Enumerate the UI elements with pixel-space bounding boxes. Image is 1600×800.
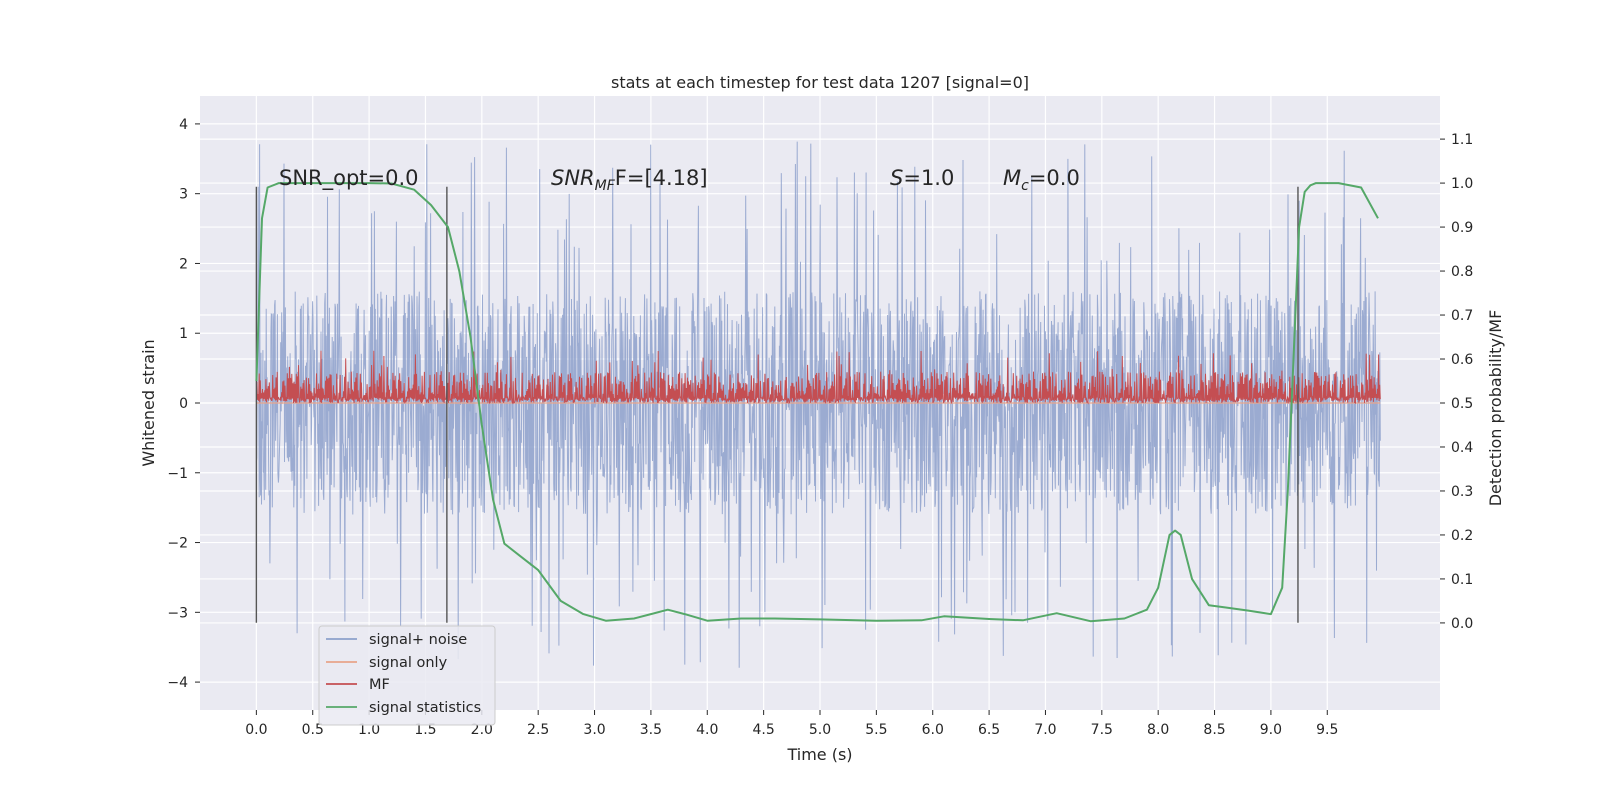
legend-label-statistics: signal statistics: [369, 700, 481, 716]
y-right-tick-label: 1.1: [1451, 132, 1473, 148]
snr-mf-tail: F=[4.18]: [615, 166, 708, 190]
signal-statistics-series: [255, 182, 1379, 623]
x-tick-label: 8.0: [1147, 722, 1169, 738]
x-tick-label: 2.5: [527, 722, 549, 738]
snr-mf-annotation: SNRMFF=[4.18]: [551, 166, 708, 194]
legend-label-noise: signal+ noise: [369, 632, 467, 648]
legend: signal+ noise signal only MF signal stat…: [318, 625, 496, 726]
y-right-tick-label: 0.0: [1451, 616, 1473, 632]
x-tick-label: 6.5: [978, 722, 1000, 738]
mc-subscript: c: [1021, 178, 1029, 194]
y-left-axis-label: Whitened strain: [139, 339, 158, 466]
legend-box: [318, 625, 496, 726]
x-tick-label: 4.5: [753, 722, 775, 738]
y-right-axis-label: Detection probability/MF: [1486, 310, 1505, 507]
y-left-tick-labels: 4 3 2 1 0 −1 −2 −3 −4: [167, 117, 200, 691]
snr-mf-base: SNR: [551, 166, 595, 190]
mf-line: [255, 350, 1381, 405]
x-tick-label: 3.5: [640, 722, 662, 738]
s-value: =1.0: [903, 166, 954, 190]
x-tick-label: 3.0: [583, 722, 605, 738]
x-tick-label: 7.0: [1034, 722, 1056, 738]
y-right-tick-label: 0.7: [1451, 308, 1473, 324]
x-tick-label: 6.0: [922, 722, 944, 738]
legend-label-signal: signal only: [369, 655, 448, 671]
x-tick-label: 7.5: [1091, 722, 1113, 738]
mc-base: M: [1003, 166, 1021, 190]
x-tick-labels: 0.0 0.5 1.0 1.5 2.0 2.5 3.0 3.5 4.0 4.5 5.0 5.5 6.0 6…: [245, 710, 1338, 738]
x-tick-label: 2.0: [471, 722, 493, 738]
y-left-tick-label: −2: [167, 536, 188, 552]
x-tick-label: 0.0: [245, 722, 267, 738]
y-right-tick-label: 0.4: [1451, 440, 1473, 456]
signal-noise-line: [255, 141, 1381, 668]
y-right-tick-label: 0.5: [1451, 396, 1473, 412]
x-tick-label: 4.0: [696, 722, 718, 738]
x-tick-label: 5.5: [865, 722, 887, 738]
y-left-tick-label: 3: [179, 187, 188, 203]
y-left-tick-label: 1: [179, 326, 188, 342]
y-right-tick-label: 0.1: [1451, 572, 1473, 588]
y-right-tick-label: 0.9: [1451, 220, 1473, 236]
signal-statistics-line: [255, 182, 1379, 623]
s-label: S: [890, 166, 903, 190]
y-right-tick-label: 0.6: [1451, 352, 1473, 368]
mf-series: [255, 350, 1381, 405]
x-tick-label: 8.5: [1203, 722, 1225, 738]
x-axis-label: Time (s): [786, 745, 852, 764]
x-tick-label: 5.0: [809, 722, 831, 738]
snr-opt-annotation: SNR_opt=0.0: [279, 166, 419, 191]
x-tick-label: 1.0: [358, 722, 380, 738]
s-annotation: S=1.0: [890, 166, 954, 190]
y-left-tick-label: 2: [179, 256, 188, 272]
y-right-tick-label: 0.8: [1451, 264, 1473, 280]
y-left-tick-label: 0: [179, 396, 188, 412]
mc-value: =0.0: [1029, 166, 1080, 190]
y-left-tick-label: −1: [167, 466, 188, 482]
chart-title: stats at each timestep for test data 120…: [611, 73, 1029, 92]
x-tick-label: 9.0: [1260, 722, 1282, 738]
snr-mf-subscript: MF: [595, 178, 616, 194]
y-left-tick-label: 4: [179, 117, 188, 133]
x-tick-label: 0.5: [302, 722, 324, 738]
y-right-tick-label: 0.2: [1451, 528, 1473, 544]
y-right-tick-label: 0.3: [1451, 484, 1473, 500]
mc-annotation: Mc=0.0: [1003, 166, 1080, 194]
x-tick-label: 1.5: [414, 722, 436, 738]
y-right-tick-labels: 1.1 1.0 0.9 0.8 0.7 0.6 0.5 0.4 0.3 0.2 0.1 0.0: [1440, 132, 1473, 632]
legend-label-mf: MF: [369, 677, 390, 693]
signal-noise-series: [255, 141, 1381, 668]
y-right-tick-label: 1.0: [1451, 176, 1473, 192]
y-left-tick-label: −3: [167, 605, 188, 621]
y-left-tick-label: −4: [167, 675, 188, 691]
x-tick-label: 9.5: [1316, 722, 1338, 738]
